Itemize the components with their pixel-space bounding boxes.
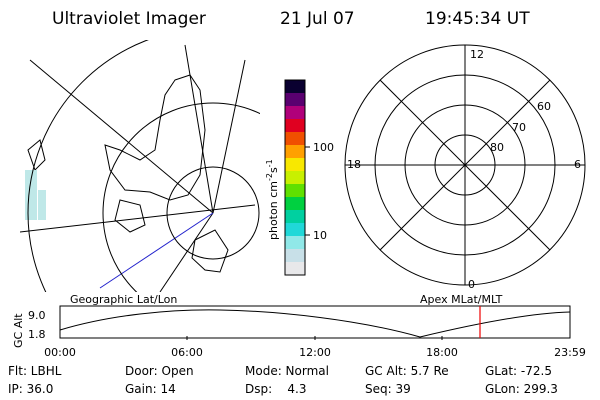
rect [285, 93, 305, 106]
colorbar-tick: 100 [313, 141, 334, 154]
rect [285, 132, 305, 145]
tspan: photon cm [267, 181, 280, 240]
polar-grid [344, 44, 586, 286]
mlat-label: 60 [537, 100, 551, 113]
tspan: -2 [265, 173, 274, 181]
circle [166, 166, 260, 260]
tspan: s [267, 167, 280, 173]
x-tick-label: 06:00 [171, 346, 203, 359]
rect [285, 197, 305, 210]
rect [38, 190, 46, 220]
left-panel-label: Geographic Lat/Lon [70, 293, 177, 306]
rect [285, 80, 305, 93]
line [184, 44, 214, 214]
rect [285, 158, 305, 171]
circle [102, 102, 260, 292]
rect [285, 210, 305, 223]
path [27, 139, 46, 171]
rect [285, 171, 305, 184]
rect [285, 249, 305, 262]
info: GLat: -72.5 [485, 364, 552, 378]
colorbar-tick: 10 [313, 229, 327, 242]
date: 21 Jul 07 [280, 9, 355, 29]
x-tick-label: 12:00 [299, 346, 331, 359]
y-tick-label: 9.0 [28, 309, 46, 322]
mlat-label: 80 [490, 141, 504, 154]
line [20, 204, 256, 233]
rect [285, 145, 305, 158]
line [159, 212, 214, 292]
mlt-label: 12 [470, 48, 484, 61]
altitude-plot [59, 305, 571, 340]
time: 19:45:34 UT [425, 9, 530, 29]
rect [285, 106, 305, 119]
rect [285, 236, 305, 249]
mlt-label: 18 [347, 158, 361, 171]
rect [285, 223, 305, 236]
info: Dsp: 4.3 [245, 382, 307, 396]
colorbar [284, 79, 310, 276]
g [20, 40, 260, 292]
line [29, 59, 214, 214]
rect [285, 262, 305, 275]
y-tick-label: 1.8 [28, 328, 46, 341]
mlt-label: 6 [574, 158, 581, 171]
circle [27, 40, 150, 292]
info: IP: 36.0 [8, 382, 53, 396]
tspan: -1 [265, 159, 274, 167]
info: Door: Open [125, 364, 194, 378]
mlt-label: 0 [468, 278, 475, 291]
info: Mode: Normal [245, 364, 329, 378]
line [212, 59, 246, 214]
rect [285, 184, 305, 197]
x-tick-label: 00:00 [44, 346, 76, 359]
rect [284, 79, 306, 276]
line [99, 212, 214, 289]
rect [285, 119, 305, 132]
title: Ultraviolet Imager [52, 9, 206, 29]
x-tick-label: 18:00 [426, 346, 458, 359]
line [379, 79, 551, 251]
geo-map [20, 40, 260, 292]
path [191, 229, 229, 273]
path [114, 199, 146, 233]
info: Flt: LBHL [8, 364, 62, 378]
right-panel-label: Apex MLat/MLT [420, 293, 503, 306]
info: Seq: 39 [365, 382, 411, 396]
mlat-label: 70 [512, 121, 526, 134]
x-tick-label: 23:59 [554, 346, 586, 359]
info: GLon: 299.3 [485, 382, 558, 396]
info: Gain: 14 [125, 382, 176, 396]
colorbar-label: photon cm-2s-1 [265, 159, 280, 240]
info: GC Alt: 5.7 Re [365, 364, 449, 378]
path [59, 309, 571, 338]
altitude-label: GC Alt [12, 313, 25, 348]
path [104, 74, 206, 201]
